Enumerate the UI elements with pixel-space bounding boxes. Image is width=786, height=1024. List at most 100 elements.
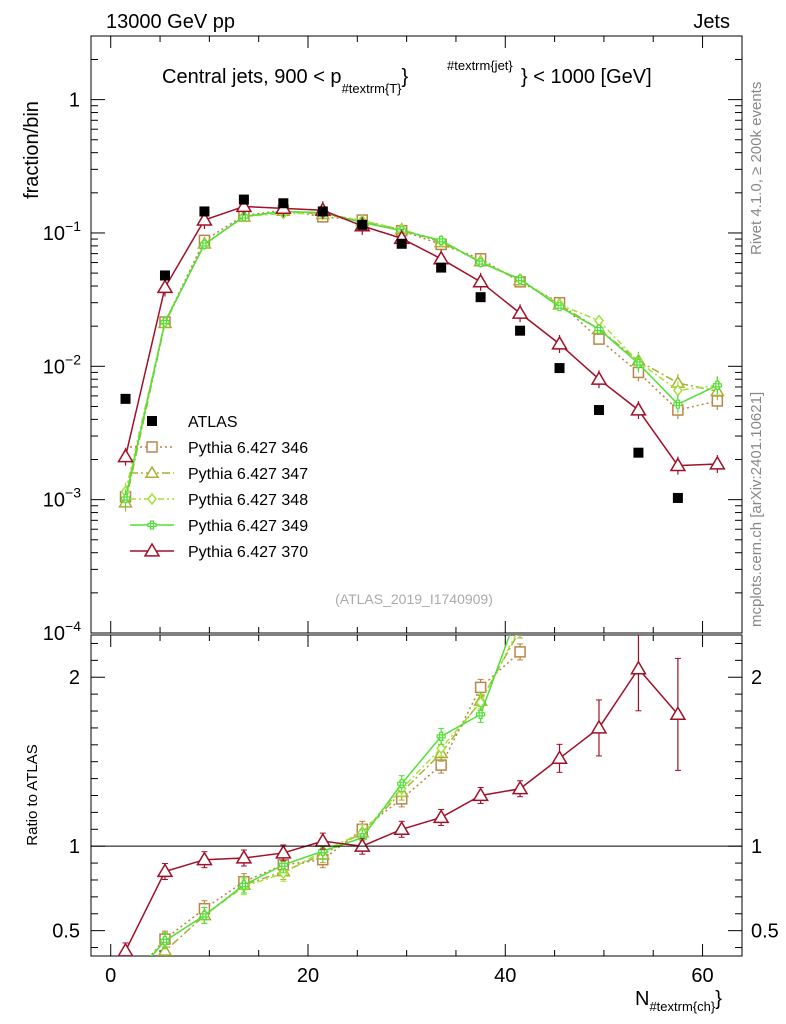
ratio-point-p370 (314, 832, 332, 847)
legend-label-p349: Pythia 6.427 349 (188, 518, 308, 535)
point-p370 (432, 250, 450, 265)
series-curves (117, 194, 726, 512)
ratio-point-p349 (239, 880, 249, 890)
legend-item-p346: Pythia 6.427 346 (130, 440, 308, 457)
point-p370 (590, 370, 608, 385)
ratio-point-p346 (474, 681, 487, 694)
plot-title-superscript: #textrm{jet} (447, 58, 513, 73)
ratio-curves (117, 602, 687, 990)
point-p370 (511, 304, 529, 319)
energy-label: 13000 GeV pp (106, 11, 235, 33)
legend-marker-p346 (146, 441, 158, 453)
plot-title-bracket: } (402, 66, 409, 88)
ratio-plot-frame (90, 634, 743, 957)
ratio-point-p370 (393, 820, 411, 835)
y-tick-label-main: 1 (69, 90, 80, 112)
ratio-point-p370 (511, 780, 529, 795)
y-tick-label-main: 10−1 (43, 218, 81, 245)
ratio-point-p370 (353, 837, 371, 852)
mcplots-source-label: mcplots.cern.ch [arXiv:2401.10621] (748, 392, 765, 627)
y-tick-label-ratio-right: 0.5 (751, 921, 779, 943)
y-tick-label-main: 10−3 (43, 485, 81, 512)
point-atlas (672, 492, 683, 503)
point-p370 (117, 448, 134, 463)
ratio-point-p370 (117, 942, 134, 956)
point-p370 (196, 211, 213, 226)
legend-item-p370: Pythia 6.427 370 (130, 542, 308, 561)
y-tick-label-ratio: 1 (69, 836, 80, 858)
point-atlas (475, 292, 486, 303)
legend: ATLAS Pythia 6.427 346 Pythia 6.427 347 Pyt… (130, 414, 308, 561)
series-atlas (120, 194, 683, 503)
ratio-point-p346 (121, 980, 131, 990)
point-p349 (712, 380, 722, 390)
plot-title-main: Central jets, 900 < p (162, 66, 342, 88)
ratio-line-p349 (150, 635, 511, 956)
series-p349 (120, 206, 722, 508)
y-tick-label-ratio-right: 2 (751, 667, 762, 689)
point-p370 (669, 457, 687, 472)
axis-ticks: 0 20 40 60 1 10−1 10−2 10−3 10−4 0.5 0.5 1 1 2 2 (43, 35, 779, 987)
legend-item-p347: Pythia 6.427 347 (130, 465, 308, 483)
legend-item-p348: Pythia 6.427 348 (130, 492, 308, 509)
ratio-line-p347 (158, 635, 519, 956)
y-tick-label-ratio: 0.5 (52, 921, 80, 943)
ratio-line-p348 (149, 635, 517, 956)
ratio-point-p348 (122, 978, 130, 988)
legend-item-p349: Pythia 6.427 349 (130, 518, 308, 535)
ratio-point-p370 (590, 719, 608, 734)
x-tick-label: 60 (691, 965, 713, 987)
ratio-point-p370 (432, 808, 450, 824)
point-p349 (673, 399, 683, 409)
x-tick-label: 40 (494, 965, 516, 987)
y-axis-label-main: fraction/bin (21, 101, 43, 199)
category-label: Jets (693, 11, 730, 33)
ratio-point-p346 (514, 646, 526, 658)
plot-title-tail: } < 1000 [GeV] (521, 66, 652, 88)
point-atlas (120, 393, 131, 404)
legend-label-p370: Pythia 6.427 370 (188, 544, 308, 561)
point-atlas (554, 363, 565, 374)
point-p370 (235, 197, 253, 213)
y-axis-label-ratio: Ratio to ATLAS (24, 744, 41, 845)
x-axis-label-sub: #textrm{ch} (649, 999, 715, 1014)
point-atlas (317, 206, 328, 217)
ratio-point-p349 (397, 779, 407, 789)
legend-marker-atlas (147, 416, 157, 426)
main-plot-frame (90, 35, 743, 634)
point-p349 (554, 302, 565, 312)
y-tick-label-main: 10−2 (43, 351, 81, 378)
x-axis-label-main: N (635, 988, 649, 1010)
ratio-point-p349 (199, 910, 210, 921)
legend-label-p347: Pythia 6.427 347 (188, 466, 308, 483)
legend-marker-p347 (144, 465, 160, 478)
point-p349 (160, 317, 170, 327)
ratio-series-p347 (157, 635, 524, 956)
ratio-point-p370 (275, 844, 292, 859)
ratio-point-p349 (436, 731, 446, 741)
point-p349 (594, 324, 604, 334)
analysis-id-label: (ATLAS_2019_I1740909) (335, 591, 493, 607)
ratio-point-p349 (160, 936, 170, 946)
point-atlas (436, 262, 447, 273)
point-p349 (436, 235, 446, 245)
point-p349 (633, 358, 644, 369)
line-p346 (124, 209, 718, 497)
line-p347 (124, 210, 718, 503)
y-tick-label-main: 10−4 (43, 618, 81, 645)
ratio-point-p370 (196, 851, 213, 866)
ratio-point-p349 (516, 602, 524, 610)
point-atlas (593, 405, 604, 416)
plot-title: Central jets, 900 < p#textrm{T}} (162, 66, 409, 96)
ratio-point-p349 (476, 709, 486, 720)
line-p349 (124, 210, 718, 499)
point-atlas (515, 325, 526, 336)
legend-label-p348: Pythia 6.427 348 (188, 492, 308, 509)
x-axis-label: N#textrm{ch}} (635, 988, 722, 1014)
legend-marker-p349 (147, 520, 157, 530)
x-axis-label-bracket: } (715, 988, 722, 1010)
plot-title-subscript: #textrm{T} (342, 81, 403, 96)
ratio-series-p370 (117, 635, 687, 956)
series-p346 (119, 204, 724, 506)
